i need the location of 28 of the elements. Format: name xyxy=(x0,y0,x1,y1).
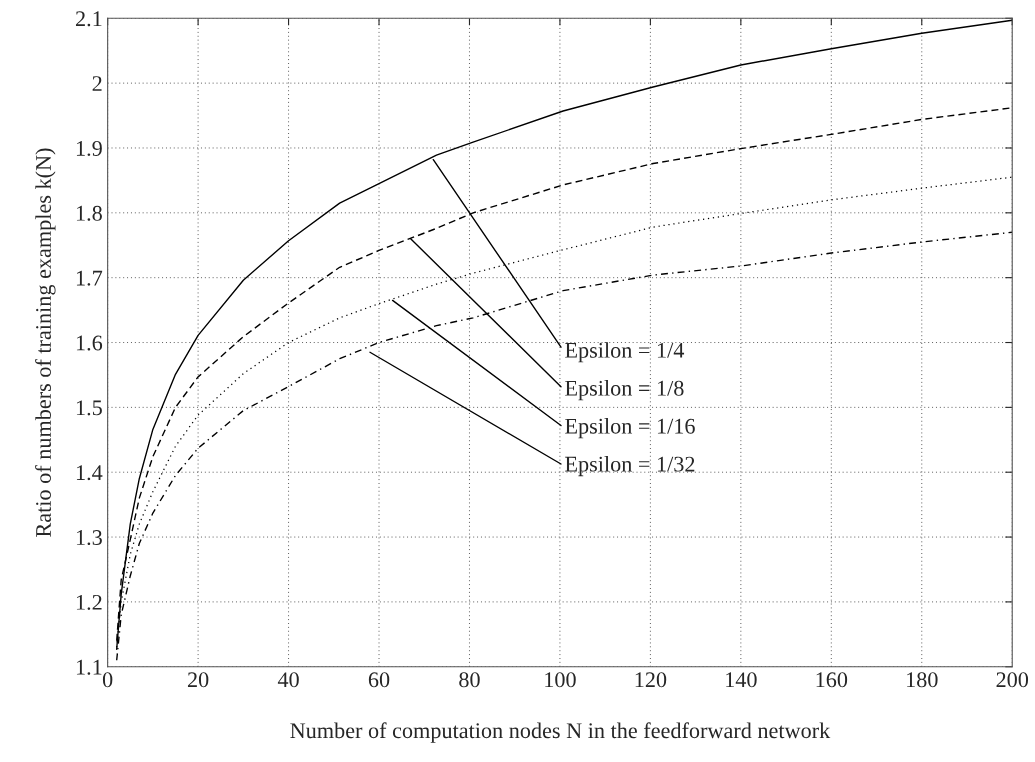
x-axis-title: Number of computation nodes N in the feedforward network xyxy=(290,722,831,743)
y-tick-label: 1.6 xyxy=(76,335,103,351)
y-tick-label: 1.2 xyxy=(76,594,102,610)
x-tick-label: 120 xyxy=(635,672,667,688)
y-tick-label: 1.9 xyxy=(76,140,102,157)
annotation: Epsilon = 1/8 xyxy=(565,380,684,401)
x-tick-label: 0 xyxy=(102,672,113,688)
y-tick-label: 1.8 xyxy=(76,205,102,221)
y-tick-label: 1.5 xyxy=(76,400,102,416)
annotation: Epsilon = 1/32 xyxy=(565,455,695,477)
annotation: Epsilon = 1/16 xyxy=(565,418,695,439)
x-tick-label: 140 xyxy=(726,672,757,688)
y-tick-label: 1.1 xyxy=(76,659,102,675)
y-tick-label: 1.7 xyxy=(76,270,103,286)
y-tick-label: 2.1 xyxy=(75,11,102,27)
x-tick-label: 160 xyxy=(816,672,848,688)
y-tick-label: 1.4 xyxy=(76,465,103,481)
x-tick-label: 180 xyxy=(907,672,938,688)
x-tick-label: 20 xyxy=(187,672,209,688)
x-tick-label: 40 xyxy=(277,672,299,688)
y-axis-title: Ratio of numbers of training examples k(N) xyxy=(35,148,56,537)
annotation: Epsilon = 1/4 xyxy=(565,342,685,363)
x-tick-label: 60 xyxy=(368,672,390,688)
y-tick-label: 2 xyxy=(92,76,102,91)
x-tick-label: 100 xyxy=(545,672,576,688)
y-tick-label: 1.3 xyxy=(76,530,102,546)
x-tick-label: 200 xyxy=(996,672,1029,688)
x-tick-label: 80 xyxy=(459,672,480,688)
